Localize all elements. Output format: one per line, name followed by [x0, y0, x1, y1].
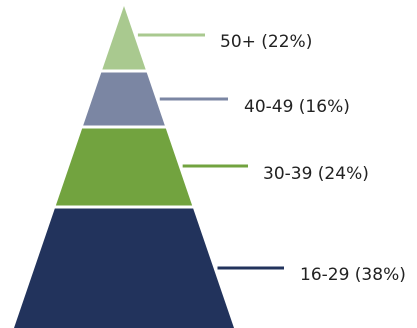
pyramid-segment-30-39	[55, 128, 193, 206]
pyramid-segment-16-29	[14, 208, 234, 328]
segment-label-30-39: 30-39 (24%)	[263, 164, 369, 184]
leader-lines	[137, 33, 284, 270]
segment-label-16-29: 16-29 (38%)	[300, 265, 406, 285]
pyramid-segment-40-49	[83, 72, 165, 126]
segment-label-40-49: 40-49 (16%)	[244, 97, 350, 117]
segment-labels: 50+ (22%) 40-49 (16%) 30-39 (24%) 16-29 (38…	[220, 32, 406, 285]
segment-label-50+: 50+ (22%)	[220, 32, 312, 52]
pyramid-segment-50+	[102, 6, 146, 70]
pyramid-segments	[14, 6, 234, 328]
